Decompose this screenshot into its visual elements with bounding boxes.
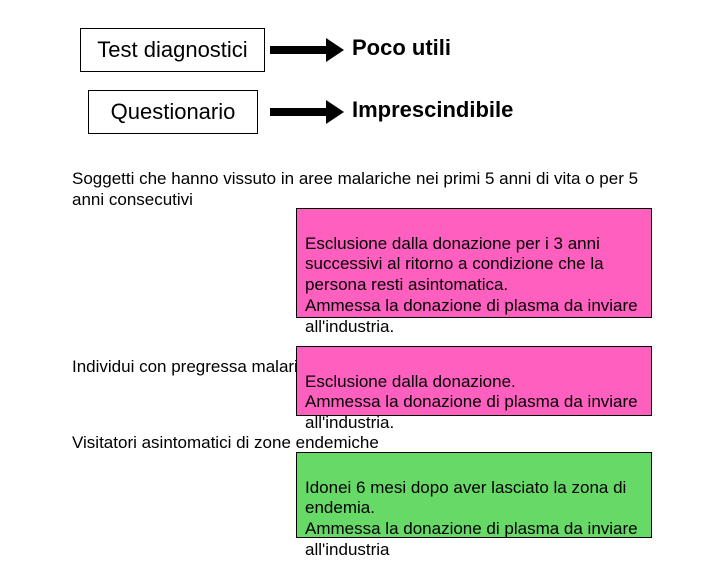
heading-soggetti: Soggetti che hanno vissuto in aree malar… (72, 168, 652, 211)
arrow-1-head (326, 38, 344, 62)
box-soggetti-outcome: Esclusione dalla donazione per i 3 anni … (296, 208, 652, 318)
heading-visitatori-text: Visitatori asintomatici di zone endemich… (72, 433, 379, 452)
box-questionario: Questionario (88, 90, 258, 134)
box-visitatori-outcome: Idonei 6 mesi dopo aver lasciato la zona… (296, 452, 652, 538)
label-poco-utili-text: Poco utili (352, 35, 451, 60)
heading-soggetti-text: Soggetti che hanno vissuto in aree malar… (72, 169, 638, 209)
heading-visitatori: Visitatori asintomatici di zone endemich… (72, 432, 472, 453)
box-questionario-text: Questionario (111, 99, 236, 125)
label-poco-utili: Poco utili (352, 35, 451, 61)
arrow-2-shaft (270, 108, 328, 116)
heading-pregressa-text: Individui con pregressa malaria (72, 357, 307, 376)
box-test-diagnostici: Test diagnostici (80, 28, 265, 72)
box-pregressa-outcome-text: Esclusione dalla donazione. Ammessa la d… (305, 372, 638, 432)
box-test-diagnostici-text: Test diagnostici (97, 37, 247, 63)
arrow-2-head (326, 100, 344, 124)
label-imprescindibile: Imprescindibile (352, 97, 513, 123)
heading-pregressa: Individui con pregressa malaria (72, 356, 332, 377)
arrow-1-shaft (270, 46, 328, 54)
label-imprescindibile-text: Imprescindibile (352, 97, 513, 122)
box-soggetti-outcome-text: Esclusione dalla donazione per i 3 anni … (305, 234, 638, 336)
box-visitatori-outcome-text: Idonei 6 mesi dopo aver lasciato la zona… (305, 478, 638, 559)
box-pregressa-outcome: Esclusione dalla donazione. Ammessa la d… (296, 346, 652, 416)
